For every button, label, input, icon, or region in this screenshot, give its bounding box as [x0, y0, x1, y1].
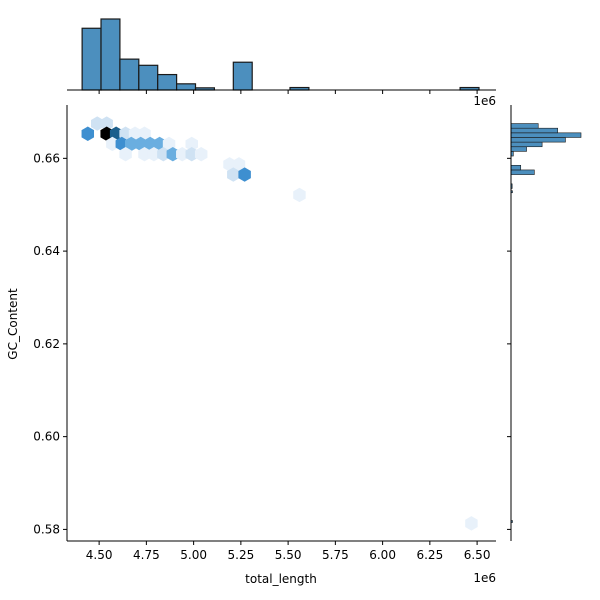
axes-layer: 4.50 4.75 5.00 5.25 5.50 5.75 6.00 6.25 6.50 0.58…: [33, 89, 512, 562]
top-offset-label: 1e6: [473, 94, 496, 108]
y-tick-label-0: 0.58: [33, 522, 60, 536]
hexbin-25: [232, 157, 246, 172]
hexbin-21: [176, 146, 189, 162]
hexbin-0: [81, 126, 95, 141]
right-hist-bar-8: [510, 146, 527, 152]
right-marginal-histogram: [510, 123, 582, 523]
hexbin-23: [194, 146, 208, 162]
x-axis-label: total_length: [245, 572, 317, 586]
hexbin-15: [185, 136, 198, 152]
hexbin-28: [293, 187, 306, 203]
y-tick-label-2: 0.62: [33, 337, 60, 351]
y-tick-label-1: 0.60: [33, 430, 60, 444]
hexbin-20: [166, 146, 180, 162]
hexbin-1: [91, 116, 104, 131]
hexbin-26: [227, 167, 240, 182]
right-hist-bar-10: [510, 137, 566, 143]
hexbin-10: [125, 136, 138, 152]
x-tick-label-8: 6.50: [464, 548, 491, 562]
x-offset-label: 1e6: [473, 571, 496, 585]
hexbin-19: [157, 146, 170, 162]
x-tick-label-4: 5.50: [275, 548, 302, 562]
top-hist-bar-4: [157, 73, 178, 91]
right-hist-bar-11: [510, 132, 582, 138]
top-hist-bar-5: [176, 83, 197, 91]
x-tick-label-5: 5.75: [322, 548, 349, 562]
top-hist-bar-0: [81, 27, 102, 91]
top-hist-bar-2: [119, 58, 140, 91]
hexbin-27: [238, 167, 251, 182]
x-tick-label-1: 4.75: [133, 548, 160, 562]
top-hist-bar-1: [100, 18, 121, 91]
right-hist-bar-4: [510, 164, 522, 171]
hexbin-3: [100, 126, 113, 141]
right-hist-bar-3: [510, 169, 535, 175]
right-hist-bar-9: [510, 141, 543, 148]
x-tick-label-2: 5.00: [180, 548, 207, 562]
hexbin-17: [138, 146, 151, 162]
y-tick-label-4: 0.66: [33, 151, 60, 165]
right-hist-bar-12: [510, 127, 558, 134]
hexbin-18: [147, 146, 161, 162]
top-hist-bar-8: [232, 61, 253, 91]
hexbin-layer: [81, 116, 478, 531]
y-tick-label-3: 0.64: [33, 244, 60, 258]
x-tick-label-6: 6.00: [369, 548, 396, 562]
hexbin-29: [465, 516, 478, 531]
x-tick-label-0: 4.50: [86, 548, 113, 562]
hexbin-16: [119, 146, 132, 162]
hexbin-2: [100, 116, 113, 131]
right-hist-bar-13: [510, 123, 539, 129]
y-axis-label: GC_Content: [6, 288, 20, 360]
x-tick-label-7: 6.25: [416, 548, 443, 562]
x-tick-label-3: 5.25: [228, 548, 255, 562]
hexbin-5: [106, 136, 119, 152]
top-marginal-histogram: [81, 18, 480, 91]
hexbin-22: [185, 146, 198, 162]
top-hist-bar-3: [138, 64, 159, 91]
